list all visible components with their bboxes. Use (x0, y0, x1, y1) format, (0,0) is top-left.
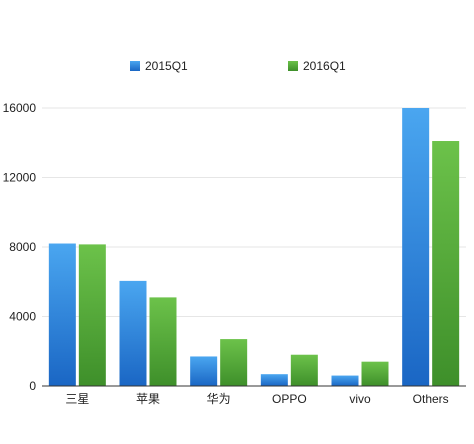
x-category-label: OPPO (272, 392, 307, 406)
y-tick-label: 8000 (9, 240, 36, 254)
x-category-label: vivo (349, 392, 371, 406)
bars (48, 108, 460, 386)
bar-2015Q1-苹果 (119, 280, 147, 386)
legend: 2015Q1 2016Q1 (130, 59, 346, 73)
x-category-label: 华为 (207, 392, 231, 406)
y-tick-label: 4000 (9, 310, 36, 324)
legend-swatch (130, 61, 140, 71)
bar-2015Q1-vivo (331, 375, 359, 386)
bar-2016Q1-三星 (78, 244, 106, 386)
y-axis-ticks: 0 4000 8000 12000 16000 (3, 101, 37, 393)
x-category-label: Others (413, 392, 449, 406)
y-tick-label: 12000 (3, 171, 37, 185)
bar-2016Q1-vivo (361, 361, 389, 386)
bar-2015Q1-Others (402, 108, 430, 386)
bar-2016Q1-苹果 (149, 297, 177, 386)
bar-2016Q1-华为 (220, 339, 248, 386)
y-tick-label: 0 (29, 379, 36, 393)
bar-2016Q1-OPPO (290, 354, 318, 386)
bar-2015Q1-三星 (48, 243, 76, 386)
legend-label: 2016Q1 (303, 59, 346, 73)
gridlines (42, 107, 466, 317)
bar-2016Q1-Others (432, 141, 460, 386)
x-category-label: 苹果 (136, 392, 160, 406)
bar-2015Q1-OPPO (260, 374, 288, 386)
x-axis-categories: 三星 苹果 华为 OPPO vivo Others (65, 392, 448, 406)
legend-label: 2015Q1 (145, 59, 188, 73)
legend-swatch (288, 61, 298, 71)
x-category-label: 三星 (65, 392, 89, 406)
y-tick-label: 16000 (3, 101, 37, 115)
bar-2015Q1-华为 (190, 356, 218, 386)
